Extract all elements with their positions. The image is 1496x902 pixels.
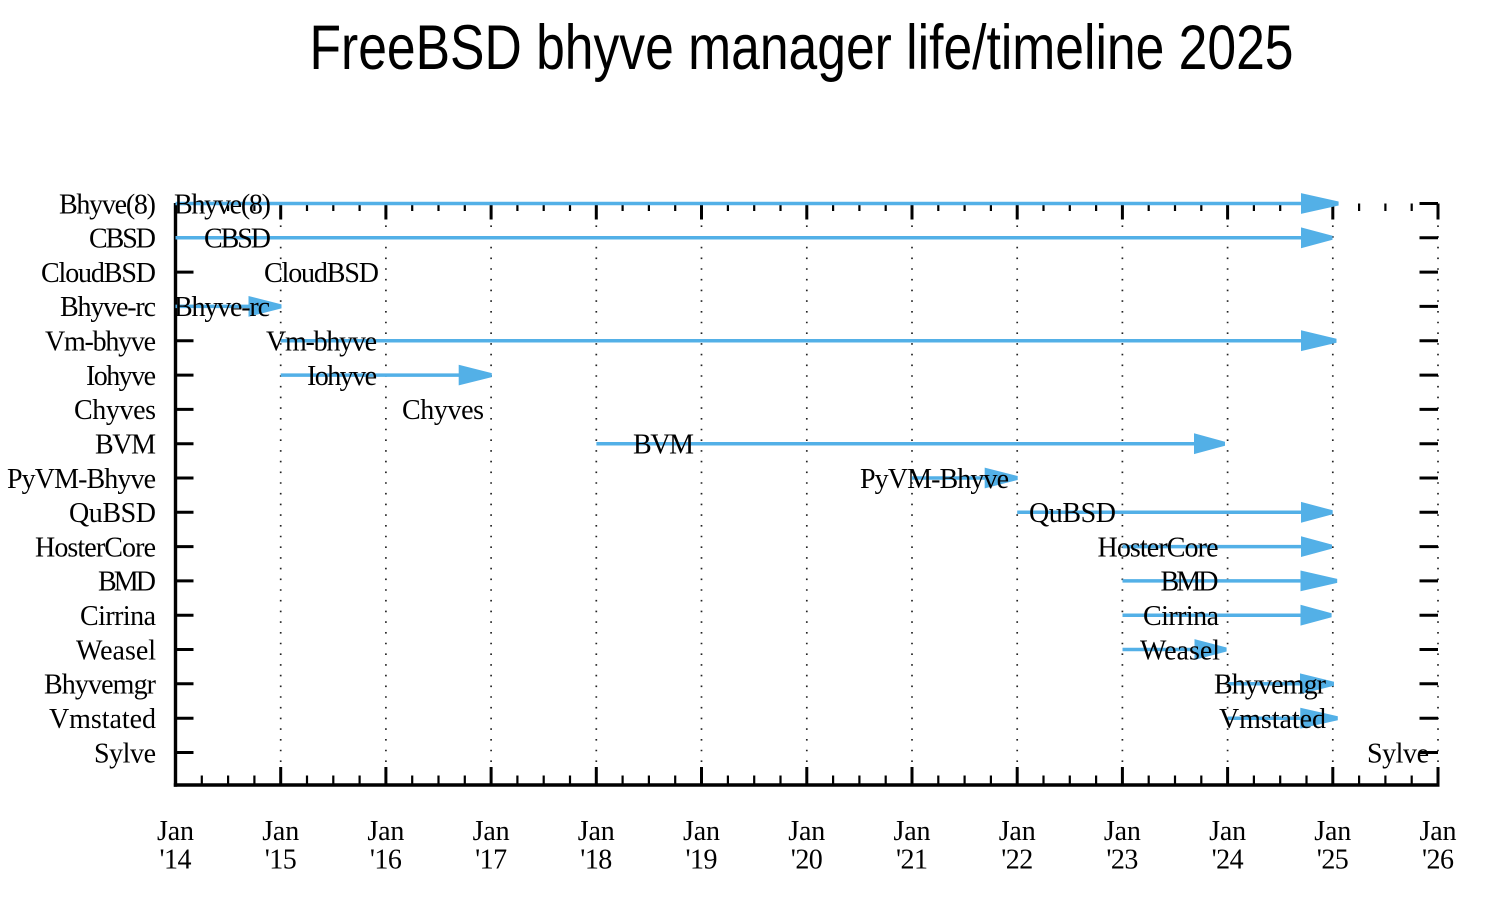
svg-text:'22: '22 bbox=[1001, 845, 1033, 876]
svg-text:QuBSD: QuBSD bbox=[1029, 498, 1116, 529]
svg-text:Jan: Jan bbox=[367, 816, 404, 847]
svg-text:CBSD: CBSD bbox=[89, 224, 156, 255]
svg-text:'26: '26 bbox=[1422, 845, 1454, 876]
svg-text:Bhyve-rc: Bhyve-rc bbox=[174, 292, 270, 323]
svg-text:Sylve: Sylve bbox=[94, 738, 156, 769]
svg-text:Bhyvemgr: Bhyvemgr bbox=[1214, 670, 1327, 701]
svg-text:'16: '16 bbox=[370, 845, 402, 876]
svg-text:Iohyve: Iohyve bbox=[307, 361, 377, 392]
svg-text:'19: '19 bbox=[686, 845, 718, 876]
svg-text:Cirrina: Cirrina bbox=[80, 601, 157, 632]
svg-text:Vm-bhyve: Vm-bhyve bbox=[266, 327, 377, 358]
svg-text:BVM: BVM bbox=[95, 430, 156, 461]
svg-text:'14: '14 bbox=[160, 845, 192, 876]
svg-text:Chyves: Chyves bbox=[74, 395, 156, 426]
svg-text:HosterCore: HosterCore bbox=[1098, 532, 1219, 563]
svg-text:Bhyve(8): Bhyve(8) bbox=[59, 189, 156, 220]
svg-text:'20: '20 bbox=[791, 845, 823, 876]
svg-text:Weasel: Weasel bbox=[1140, 635, 1220, 666]
svg-text:'24: '24 bbox=[1212, 845, 1244, 876]
svg-text:Bhyve(8): Bhyve(8) bbox=[174, 189, 271, 220]
svg-text:Jan: Jan bbox=[1420, 816, 1457, 847]
svg-text:Jan: Jan bbox=[1104, 816, 1141, 847]
svg-text:Vmstated: Vmstated bbox=[49, 704, 156, 735]
svg-text:'18: '18 bbox=[580, 845, 612, 876]
svg-text:PyVM-Bhyve: PyVM-Bhyve bbox=[7, 464, 156, 495]
svg-text:'15: '15 bbox=[265, 845, 297, 876]
svg-text:Sylve: Sylve bbox=[1367, 738, 1429, 769]
svg-text:FreeBSD bhyve manager life/tim: FreeBSD bhyve manager life/timeline 2025 bbox=[310, 13, 1294, 83]
svg-text:HosterCore: HosterCore bbox=[35, 532, 156, 563]
svg-text:BVM: BVM bbox=[633, 430, 694, 461]
svg-text:Jan: Jan bbox=[157, 816, 194, 847]
svg-text:Vmstated: Vmstated bbox=[1219, 704, 1326, 735]
svg-text:'17: '17 bbox=[475, 845, 507, 876]
svg-text:Iohyve: Iohyve bbox=[86, 361, 156, 392]
svg-text:Weasel: Weasel bbox=[76, 635, 156, 666]
svg-text:Bhyvemgr: Bhyvemgr bbox=[44, 670, 157, 701]
svg-text:Jan: Jan bbox=[1209, 816, 1246, 847]
svg-text:Jan: Jan bbox=[788, 816, 825, 847]
svg-text:CloudBSD: CloudBSD bbox=[41, 258, 156, 289]
svg-text:BMD: BMD bbox=[1161, 567, 1219, 598]
svg-text:QuBSD: QuBSD bbox=[69, 498, 156, 529]
svg-text:'21: '21 bbox=[896, 845, 928, 876]
svg-text:Jan: Jan bbox=[578, 816, 615, 847]
svg-text:CloudBSD: CloudBSD bbox=[264, 258, 379, 289]
svg-text:'25: '25 bbox=[1317, 845, 1349, 876]
svg-text:CBSD: CBSD bbox=[204, 224, 271, 255]
svg-text:Jan: Jan bbox=[473, 816, 510, 847]
svg-text:Jan: Jan bbox=[683, 816, 720, 847]
svg-text:Jan: Jan bbox=[999, 816, 1036, 847]
svg-text:Chyves: Chyves bbox=[402, 395, 484, 426]
svg-text:Jan: Jan bbox=[894, 816, 931, 847]
svg-text:Vm-bhyve: Vm-bhyve bbox=[45, 327, 156, 358]
svg-text:BMD: BMD bbox=[98, 567, 156, 598]
svg-text:Cirrina: Cirrina bbox=[1143, 601, 1220, 632]
svg-text:'23: '23 bbox=[1106, 845, 1138, 876]
svg-text:Jan: Jan bbox=[262, 816, 299, 847]
svg-text:PyVM-Bhyve: PyVM-Bhyve bbox=[860, 464, 1009, 495]
svg-text:Jan: Jan bbox=[1314, 816, 1351, 847]
svg-text:Bhyve-rc: Bhyve-rc bbox=[60, 292, 156, 323]
